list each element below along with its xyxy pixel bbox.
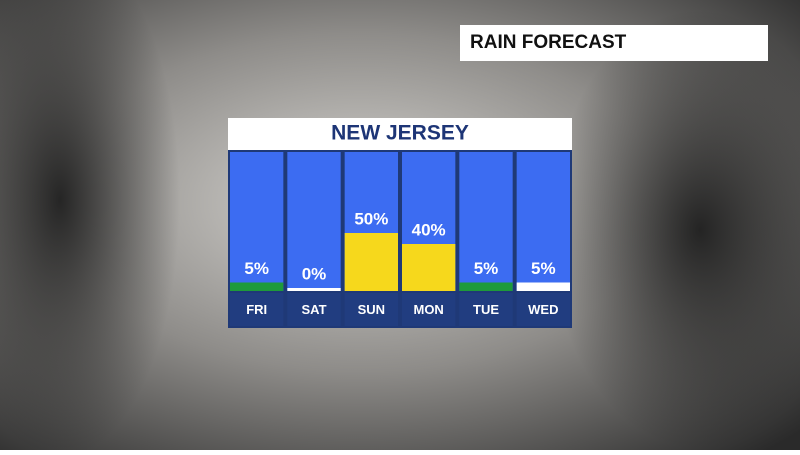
bar — [230, 282, 284, 291]
bar — [459, 282, 513, 291]
column — [459, 152, 513, 291]
value-label: 0% — [302, 264, 327, 283]
header-title: RAIN FORECAST — [470, 32, 627, 53]
x-tick-label: TUE — [473, 302, 499, 317]
day-cell — [344, 293, 398, 326]
shadow — [0, 0, 180, 455]
day-cell — [459, 293, 513, 326]
column — [516, 152, 570, 291]
value-label: 50% — [354, 209, 388, 228]
bar — [344, 233, 398, 291]
value-label: 5% — [244, 259, 269, 278]
header-box — [460, 25, 768, 61]
day-cell — [287, 293, 341, 326]
x-tick-label: SUN — [358, 302, 385, 317]
column — [230, 152, 284, 291]
x-tick-label: SAT — [301, 302, 326, 317]
chart-title: NEW JERSEY — [331, 122, 469, 145]
x-tick-label: FRI — [246, 302, 267, 317]
x-tick-label: MON — [413, 302, 443, 317]
value-label: 5% — [474, 259, 499, 278]
day-cell — [516, 293, 570, 326]
day-cell — [230, 293, 284, 326]
bar — [402, 244, 456, 291]
day-cell — [402, 293, 456, 326]
bar — [516, 282, 570, 291]
plot: FRI 5% SAT 0% SUN 50% MON 40% TUE 5% WED 5% — [230, 152, 570, 326]
value-label: 5% — [531, 259, 556, 278]
shadow — [550, 10, 800, 450]
title-box — [228, 118, 572, 150]
value-label: 40% — [412, 220, 446, 239]
column — [287, 152, 341, 291]
x-tick-label: WED — [528, 302, 558, 317]
bar — [287, 288, 341, 291]
panel — [228, 150, 572, 328]
